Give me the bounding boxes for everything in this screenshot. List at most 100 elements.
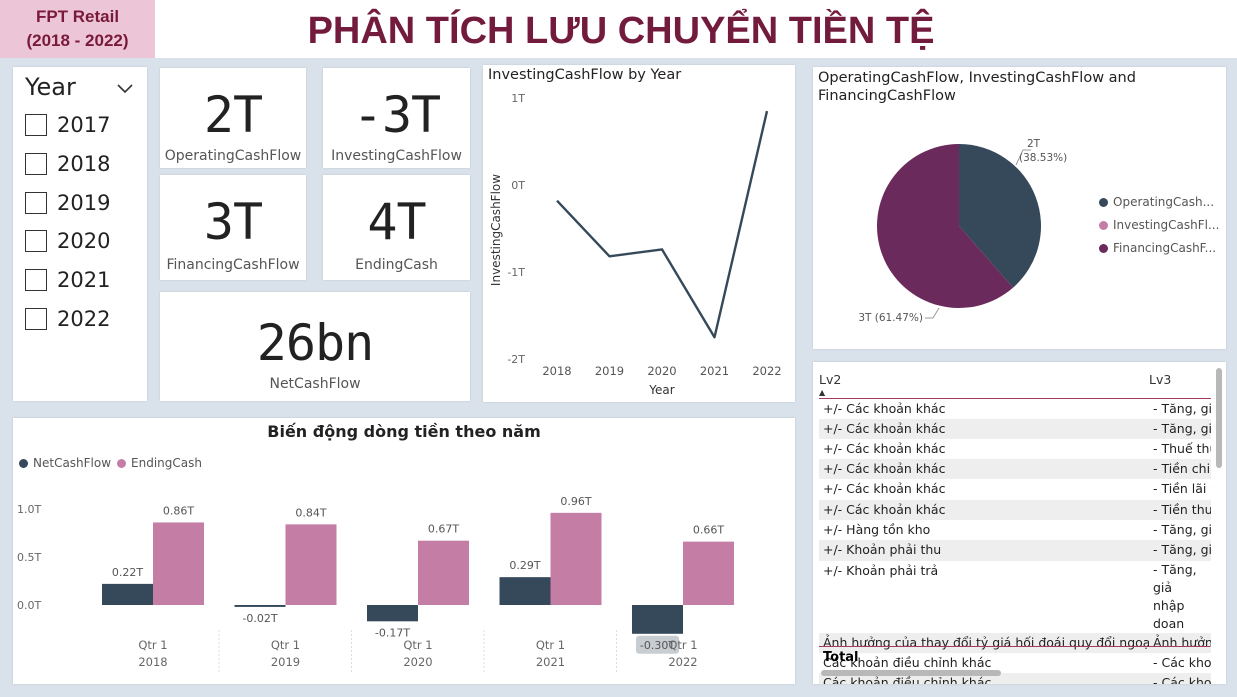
kpi-value: 26bn (256, 314, 374, 372)
x-tick-label: 2020 (647, 364, 676, 378)
data-label-netcashflow: -0.17T (375, 626, 410, 639)
cell-lv3: - Tiền thu (1149, 499, 1211, 520)
x-tick-label: 2022 (752, 364, 781, 378)
cell-lv3: - Tiền lãi v (1153, 481, 1211, 497)
kpi-label: FinancingCashFlow (166, 257, 300, 273)
table-row[interactable]: +/- Khoản phải thu- Tăng, giả (819, 540, 1211, 561)
chevron-down-icon[interactable] (117, 81, 133, 97)
pie-slice-financingcashflow (877, 144, 1014, 308)
table-row[interactable]: +/- Các khoản khác - Tiền thu (819, 499, 1211, 520)
kpi-card-investing[interactable]: -3T InvestingCashFlow (323, 68, 470, 168)
table-body: +/- Các khoản khác- Tăng, giả+/- Các kho… (819, 398, 1211, 684)
bar-legend: NetCashFlow EndingCash (19, 456, 202, 479)
bar-netcashflow-2020 (367, 605, 418, 622)
cell-lv2: Các khoản điều chỉnh khác (819, 673, 1149, 684)
data-label-operating-pct: (38.53%) (1019, 152, 1067, 164)
legend-item-investing[interactable]: InvestingCashFl... (1099, 218, 1219, 232)
x-tick-label: 2018 (542, 364, 571, 378)
x-tick-quarter: Qtr 1 (668, 638, 697, 652)
kpi-card-operating[interactable]: 2T OperatingCashFlow (160, 68, 306, 168)
cashflow-matrix[interactable]: Lv2▲ Lv3 +/- Các khoản khác- Tăng, giả+/… (813, 362, 1226, 684)
table-row[interactable]: +/- Khoản phải trả - Tăng, giả nhập doan (819, 561, 1211, 633)
legend-label: OperatingCash... (1113, 195, 1215, 209)
cell-lv3: - Tăng, giả (1149, 418, 1211, 439)
matrix-table: Lv2▲ Lv3 +/- Các khoản khác- Tăng, giả+/… (819, 370, 1211, 684)
checkbox[interactable] (25, 114, 47, 136)
column-header-lv2[interactable]: Lv2 ▲ (819, 370, 1149, 399)
bar-netcashflow-2021 (499, 577, 551, 605)
slicer-item-2018[interactable]: 2018 (25, 148, 110, 180)
table-row[interactable]: Các khoản điều chỉnh khác- Các khoả (819, 653, 1211, 673)
data-label-netcashflow: -0.30T (640, 639, 675, 652)
horizontal-scrollbar[interactable] (821, 670, 1001, 676)
cell-lv3: Ảnh hưởng (1149, 632, 1211, 653)
kpi-card-net-cash[interactable]: 26bn NetCashFlow (160, 292, 470, 401)
table-row[interactable]: +/- Các khoản khác- Tăng, giả (819, 398, 1211, 419)
slicer-item-label: 2020 (57, 229, 111, 253)
x-tick-quarter: Qtr 1 (271, 638, 300, 652)
slicer-item-label: 2018 (57, 152, 111, 176)
kpi-card-ending-cash[interactable]: 4T EndingCash (323, 175, 470, 280)
checkbox[interactable] (25, 192, 47, 214)
data-label-endingcash: 0.86T (163, 504, 194, 517)
slicer-item-2020[interactable]: 2020 (25, 225, 110, 257)
slicer-item-label: 2017 (57, 113, 111, 137)
slicer-item-2017[interactable]: 2017 (25, 109, 110, 141)
checkbox[interactable] (25, 308, 47, 330)
column-header-lv3[interactable]: Lv3 (1149, 370, 1211, 399)
year-slicer: Year 2017 2018 2019 2020 2021 2022 (13, 67, 147, 401)
legend-item-ending[interactable]: EndingCash (117, 456, 202, 470)
table-row[interactable]: +/- Các khoản khác- Tăng, giả (819, 418, 1211, 439)
cell-lv2: +/- Các khoản khác (823, 440, 946, 456)
x-tick-quarter: Qtr 1 (403, 638, 432, 652)
pie-legend: OperatingCash... InvestingCashFl... Fina… (1099, 195, 1219, 264)
slicer-item-2022[interactable]: 2022 (25, 303, 110, 335)
bar-endingcash-2019 (285, 524, 337, 605)
legend-dot (117, 458, 127, 468)
pie-slice-operatingcashflow (959, 144, 1041, 288)
cell-lv2: +/- Khoản phải trả (823, 562, 939, 578)
investing-line-chart[interactable]: InvestingCashFlow by Year 1T 0T -1T -2T 2018… (483, 65, 795, 402)
cashflow-pie-chart[interactable]: OperatingCashFlow, InvestingCashFlow and… (813, 67, 1226, 349)
table-row[interactable]: +/- Các khoản khác - Tiền lãi v (819, 479, 1211, 499)
table-row[interactable]: +/- Hàng tồn kho - Tăng, giả (819, 520, 1211, 540)
legend-item-financing[interactable]: FinancingCashF... (1099, 241, 1219, 255)
bar-endingcash-2020 (418, 540, 469, 605)
table-row[interactable]: Ảnh hưởng của thay đổi tỷ giá hối đoái q… (819, 632, 1211, 653)
legend-dot (1099, 243, 1108, 253)
brand-period: (2018 - 2022) (26, 31, 129, 50)
cell-lv3: - Tiền chi l (1149, 459, 1211, 480)
cell-lv2: Các khoản điều chỉnh khác (823, 654, 992, 670)
bar-endingcash-2022 (683, 541, 734, 605)
cell-lv3: - Các khoả (1149, 673, 1211, 684)
legend-dot (19, 458, 28, 468)
cell-lv2: Ảnh hưởng của thay đổi tỷ giá hối đoái q… (819, 632, 1149, 653)
table-row[interactable]: +/- Các khoản khác - Thuế thu (819, 439, 1211, 459)
cell-lv2: +/- Các khoản khác (823, 400, 946, 416)
table-row[interactable]: +/- Các khoản khác- Tiền chi l (819, 459, 1211, 480)
slicer-item-2021[interactable]: 2021 (25, 264, 110, 296)
cell-lv2: +/- Khoản phải thu (819, 540, 1149, 561)
table-row[interactable]: Các khoản điều chỉnh khác- Các khoả (819, 673, 1211, 684)
checkbox[interactable] (25, 230, 47, 252)
x-tick-year: 2020 (403, 655, 432, 669)
kpi-card-financing[interactable]: 3T FinancingCashFlow (160, 175, 306, 280)
legend-item-net[interactable]: NetCashFlow (19, 456, 111, 470)
slicer-item-2019[interactable]: 2019 (25, 187, 110, 219)
x-tick-label: 2021 (700, 364, 729, 378)
pie-chart-plot: 2T (38.53%) 3T (61.47%) (858, 138, 1067, 324)
legend-item-operating[interactable]: OperatingCash... (1099, 195, 1219, 209)
brand-badge: FPT Retail (2018 - 2022) (0, 0, 155, 58)
chart-title: Biến động dòng tiền theo năm (267, 422, 541, 441)
x-tick-quarter: Qtr 1 (138, 638, 167, 652)
checkbox[interactable] (25, 269, 47, 291)
kpi-value: 2T (203, 86, 263, 144)
data-label-operating: 2T (1027, 138, 1041, 150)
brand-name: FPT Retail (35, 7, 120, 26)
data-label-netcashflow: 0.22T (112, 566, 143, 579)
kpi-label: NetCashFlow (269, 376, 361, 392)
checkbox[interactable] (25, 153, 47, 175)
vertical-scrollbar[interactable] (1216, 368, 1222, 468)
cashflow-bar-chart[interactable]: Biến động dòng tiền theo năm NetCashFlow… (13, 418, 795, 684)
x-tick-quarter: Qtr 1 (536, 638, 565, 652)
